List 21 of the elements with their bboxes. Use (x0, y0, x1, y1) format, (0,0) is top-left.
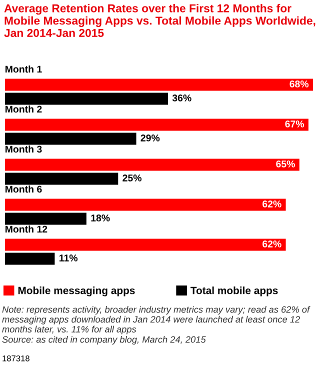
chart-title: Average Retention Rates over the First 12 Months for Mobile Messaging Apps vs. Total Mobile Apps Worldwide, Jan 2014-Jan 2015 (4, 4, 316, 37)
data-label: 18% (91, 214, 110, 222)
legend-label: Mobile messaging apps (18, 286, 135, 296)
y-tick-label: Month 1 (6, 65, 42, 73)
data-label: 25% (122, 174, 142, 182)
data-label: 62% (262, 200, 282, 208)
data-label: 29% (140, 134, 160, 142)
source-note: Source: as cited in company blog, March 24, 2015 (2, 336, 206, 345)
y-tick-label: Month 2 (6, 105, 42, 113)
data-label: 65% (276, 160, 295, 168)
y-tick-label: Month 3 (6, 145, 42, 153)
legend-label: Total mobile apps (190, 286, 278, 296)
data-label: 67% (285, 120, 304, 128)
y-tick-label: Month 12 (6, 225, 48, 233)
data-label: 11% (59, 254, 78, 262)
data-label: 68% (290, 80, 309, 88)
data-label: 36% (172, 94, 192, 102)
y-tick-label: Month 6 (6, 185, 42, 193)
text: Note: represents activity, broader industry metrics may vary; read as 62% of messaging apps downloaded in Jan 2014 were launched at least once 12 months later, vs. 11% for all apps (2, 306, 310, 334)
text: 187318 (2, 355, 30, 362)
data-label: 62% (262, 240, 282, 248)
